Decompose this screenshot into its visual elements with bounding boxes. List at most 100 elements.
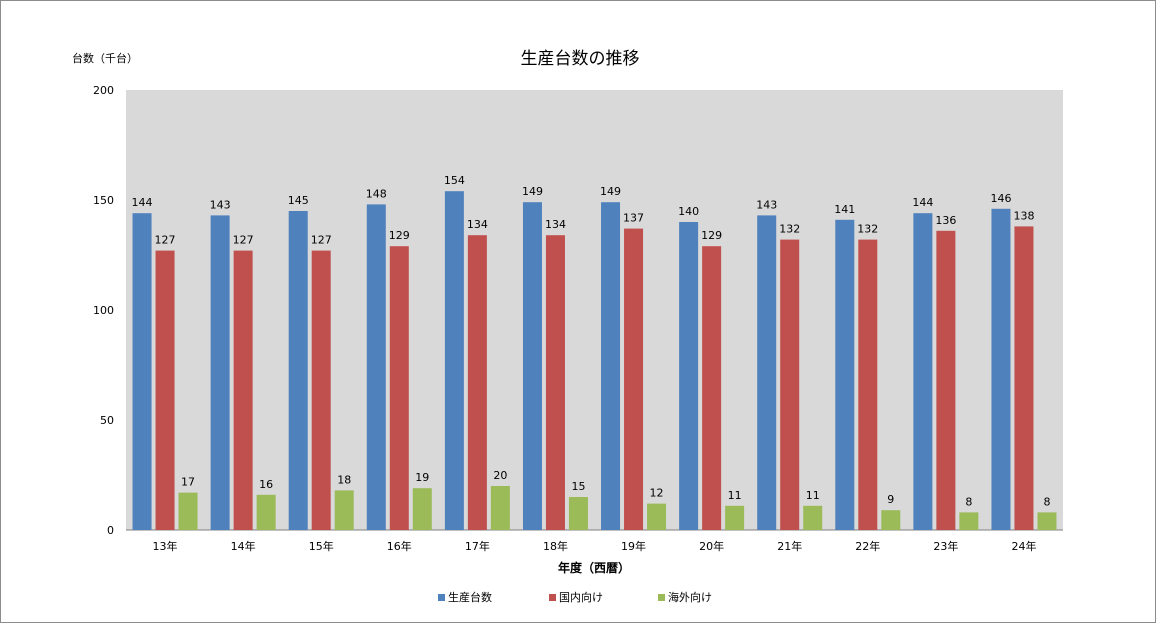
data-label: 149 [522, 185, 543, 198]
data-label: 127 [233, 234, 254, 247]
bar-2-3 [311, 250, 331, 530]
bar-3-12 [1037, 512, 1057, 530]
y-tick-label: 150 [93, 194, 114, 207]
y-tick-label: 200 [93, 84, 114, 97]
bar-3-5 [490, 486, 510, 530]
bar-1-11 [913, 213, 933, 530]
data-label: 137 [623, 212, 644, 225]
data-label: 141 [834, 203, 855, 216]
data-label: 15 [571, 480, 585, 493]
data-label: 149 [600, 185, 621, 198]
data-label: 8 [1043, 495, 1050, 508]
bar-1-6 [522, 202, 542, 530]
bar-3-7 [647, 503, 667, 530]
data-label: 132 [857, 223, 878, 236]
data-label: 11 [806, 489, 820, 502]
bar-1-1 [132, 213, 152, 530]
x-tick-label: 22年 [855, 539, 880, 553]
data-label: 143 [756, 198, 777, 211]
x-tick-label: 15年 [309, 539, 334, 553]
bars: 1441271714312716145127181481291915413420… [132, 174, 1057, 531]
x-axis-title: 年度（西暦） [558, 560, 630, 575]
chart-title: 生産台数の推移 [521, 49, 640, 69]
bar-2-2 [233, 250, 253, 530]
bar-3-11 [959, 512, 979, 530]
x-tick-label: 24年 [1011, 539, 1036, 553]
bar-1-5 [444, 191, 464, 530]
y-tick-label: 50 [100, 414, 114, 427]
bar-1-9 [757, 215, 777, 530]
bar-2-10 [858, 239, 878, 530]
data-label: 127 [311, 234, 332, 247]
data-label: 134 [467, 218, 488, 231]
bar-3-3 [334, 490, 354, 530]
data-label: 129 [389, 229, 410, 242]
x-tick-label: 13年 [153, 539, 178, 553]
legend-swatch [549, 594, 556, 601]
bar-3-10 [881, 510, 901, 530]
data-label: 11 [728, 489, 742, 502]
data-label: 19 [415, 471, 429, 484]
x-axis: 13年 14年 15年 16年 17年 18年 19年 20年 21年 22年 23年 24年 [153, 539, 1037, 553]
bar-1-7 [601, 202, 621, 530]
data-label: 144 [132, 196, 153, 209]
x-tick-label: 20年 [699, 539, 724, 553]
bar-2-9 [780, 239, 800, 530]
bar-1-3 [288, 211, 308, 530]
x-tick-label: 14年 [231, 539, 256, 553]
bar-3-8 [725, 505, 745, 530]
data-label: 144 [912, 196, 933, 209]
bar-3-9 [803, 505, 823, 530]
data-label: 140 [678, 205, 699, 218]
data-label: 9 [887, 493, 894, 506]
data-label: 127 [155, 234, 176, 247]
x-tick-label: 19年 [621, 539, 646, 553]
legend-label: 海外向け [668, 590, 712, 604]
bar-2-7 [624, 228, 644, 530]
bar-2-11 [936, 230, 956, 531]
data-label: 17 [181, 476, 195, 489]
bar-3-1 [178, 492, 198, 530]
data-label: 20 [493, 469, 507, 482]
data-label: 18 [337, 473, 351, 486]
data-label: 154 [444, 174, 465, 187]
bar-2-5 [467, 235, 487, 530]
data-label: 129 [701, 229, 722, 242]
x-tick-label: 18年 [543, 539, 568, 553]
bar-1-4 [366, 204, 386, 530]
y-tick-label: 0 [107, 524, 114, 537]
data-label: 146 [990, 192, 1011, 205]
bar-3-6 [568, 497, 588, 530]
y-tick-label: 100 [93, 304, 114, 317]
bar-2-8 [702, 246, 722, 530]
x-tick-label: 16年 [387, 539, 412, 553]
bar-3-4 [412, 488, 432, 530]
legend-swatch [658, 594, 665, 601]
bar-2-4 [389, 246, 409, 530]
data-label: 136 [935, 214, 956, 227]
x-tick-label: 23年 [933, 539, 958, 553]
data-label: 143 [210, 198, 231, 211]
data-label: 134 [545, 218, 566, 231]
x-tick-label: 21年 [777, 539, 802, 553]
y-axis: 0 50 100 150 200 [93, 84, 114, 537]
bar-2-6 [545, 235, 565, 530]
data-label: 138 [1013, 209, 1034, 222]
data-label: 8 [965, 495, 972, 508]
data-label: 145 [288, 194, 309, 207]
bar-3-2 [256, 494, 276, 530]
bar-2-12 [1014, 226, 1034, 530]
legend: 生産台数 国内向け 海外向け [438, 590, 712, 604]
data-label: 132 [779, 223, 800, 236]
legend-label: 国内向け [559, 590, 603, 604]
plot-area [126, 90, 1063, 530]
bar-1-2 [210, 215, 230, 530]
legend-label: 生産台数 [448, 590, 492, 604]
data-label: 12 [650, 487, 664, 500]
bar-1-8 [679, 222, 699, 530]
x-tick-label: 17年 [465, 539, 490, 553]
y-axis-title: 台数（千台） [72, 51, 138, 65]
data-label: 148 [366, 187, 387, 200]
data-label: 16 [259, 478, 273, 491]
